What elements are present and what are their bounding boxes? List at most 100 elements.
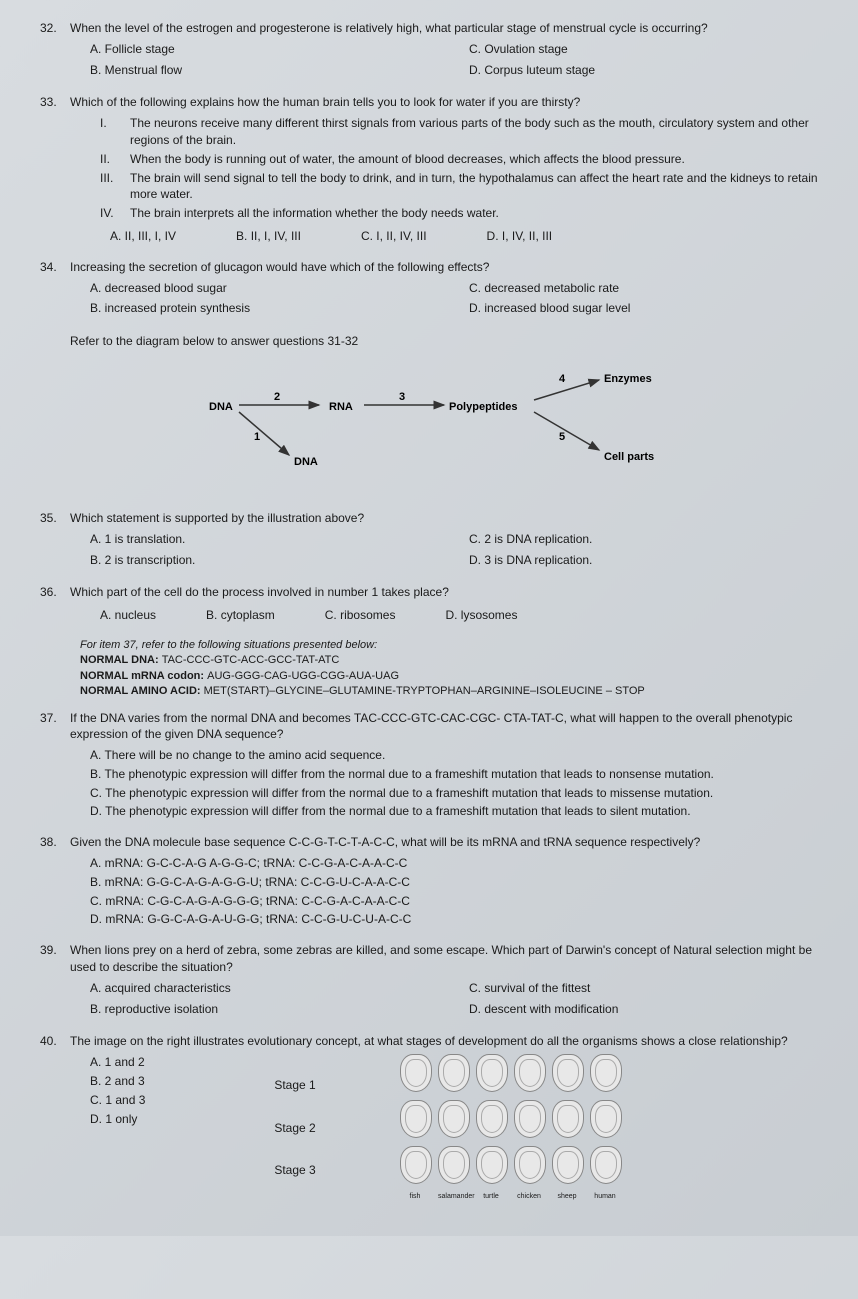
- option-b: B. II, I, IV, III: [236, 228, 301, 245]
- embryo-icon: [514, 1100, 546, 1138]
- embryo-icon: [438, 1146, 470, 1184]
- option-c: C. The phenotypic expression will differ…: [90, 785, 828, 802]
- q-number: 37.: [40, 710, 57, 727]
- species-label: salamander: [438, 1192, 468, 1202]
- embryo-icon: [552, 1054, 584, 1092]
- option-d: D. 3 is DNA replication.: [469, 552, 828, 569]
- arrow-4: 4: [559, 373, 566, 385]
- q-number: 40.: [40, 1033, 57, 1050]
- embryo-icon: [552, 1146, 584, 1184]
- option-a: A. II, III, I, IV: [110, 228, 176, 245]
- normal-dna-val: TAC-CCC-GTC-ACC-GCC-TAT-ATC: [162, 654, 340, 666]
- option-d: D. lysosomes: [445, 607, 517, 624]
- stage-1-label: Stage 1: [274, 1077, 315, 1094]
- option-c: C. decreased metabolic rate: [469, 280, 828, 297]
- poly-label: Polypeptides: [449, 401, 517, 413]
- option-b: B. mRNA: G-G-C-A-G-A-G-G-U; tRNA: C-C-G-…: [90, 874, 828, 891]
- species-label: human: [590, 1192, 620, 1202]
- q-number: 33.: [40, 94, 57, 111]
- q-text: When the level of the estrogen and proge…: [70, 20, 828, 37]
- roman-iii-text: The brain will send signal to tell the b…: [130, 170, 828, 204]
- arrow-2: 2: [274, 391, 280, 403]
- option-a: A. decreased blood sugar: [90, 280, 449, 297]
- option-a: A. mRNA: G-C-C-A-G A-G-G-C; tRNA: C-C-G-…: [90, 855, 828, 872]
- question-34: 34. Increasing the secretion of glucagon…: [30, 259, 828, 319]
- question-35: 35. Which statement is supported by the …: [30, 510, 828, 570]
- option-a: A. Follicle stage: [90, 41, 449, 58]
- species-label: fish: [400, 1192, 430, 1202]
- question-32: 32. When the level of the estrogen and p…: [30, 20, 828, 80]
- question-36: 36. Which part of the cell do the proces…: [30, 584, 828, 624]
- enzymes-label: Enzymes: [604, 373, 652, 385]
- option-c: C. I, II, IV, III: [361, 228, 427, 245]
- question-33: 33. Which of the following explains how …: [30, 94, 828, 244]
- embryo-labels: fish salamander turtle chicken sheep hum…: [400, 1192, 828, 1202]
- roman-iv: IV.: [100, 205, 130, 222]
- option-c: C. mRNA: C-G-C-A-G-A-G-G-G; tRNA: C-C-G-…: [90, 893, 828, 910]
- q-text: If the DNA varies from the normal DNA an…: [70, 710, 828, 744]
- q-text: Which statement is supported by the illu…: [70, 510, 828, 527]
- q-text: The image on the right illustrates evolu…: [70, 1033, 828, 1050]
- option-d: D. 1 only: [90, 1111, 190, 1128]
- species-label: turtle: [476, 1192, 506, 1202]
- biology-diagram: DNA 2 RNA 3 Polypeptides 1 DNA 4 Enzymes…: [179, 370, 679, 490]
- q-text: Which of the following explains how the …: [70, 94, 828, 111]
- option-c: C. Ovulation stage: [469, 41, 828, 58]
- embryo-icon: [400, 1054, 432, 1092]
- option-b: B. 2 is transcription.: [90, 552, 449, 569]
- q-number: 39.: [40, 942, 57, 959]
- embryo-icon: [514, 1146, 546, 1184]
- q-number: 34.: [40, 259, 57, 276]
- q-text: Increasing the secretion of glucagon wou…: [70, 259, 828, 276]
- option-c: C. 2 is DNA replication.: [469, 531, 828, 548]
- item-37-intro: For item 37, refer to the following situ…: [80, 638, 828, 653]
- option-c: C. ribosomes: [325, 607, 396, 624]
- item-37-block: For item 37, refer to the following situ…: [30, 638, 828, 700]
- stage-3-label: Stage 3: [274, 1162, 315, 1179]
- option-a: A. There will be no change to the amino …: [90, 747, 828, 764]
- embryo-icon: [476, 1146, 508, 1184]
- question-39: 39. When lions prey on a herd of zebra, …: [30, 942, 828, 1019]
- refer-text: Refer to the diagram below to answer que…: [30, 333, 828, 350]
- rna-label: RNA: [329, 401, 353, 413]
- arrow-3: 3: [399, 391, 405, 403]
- roman-iv-text: The brain interprets all the information…: [130, 205, 499, 222]
- normal-mrna-val: AUG-GGG-CAG-UGG-CGG-AUA-UAG: [207, 670, 399, 682]
- roman-iii: III.: [100, 170, 130, 204]
- arrow-5: 5: [559, 431, 565, 443]
- option-b: B. increased protein synthesis: [90, 300, 449, 317]
- option-c: C. survival of the fittest: [469, 980, 828, 997]
- option-b: B. The phenotypic expression will differ…: [90, 766, 828, 783]
- embryo-icon: [400, 1146, 432, 1184]
- embryo-row-2: [400, 1100, 828, 1138]
- q-text: Which part of the cell do the process in…: [70, 584, 828, 601]
- embryo-icon: [438, 1054, 470, 1092]
- option-d: D. descent with modification: [469, 1001, 828, 1018]
- q-number: 38.: [40, 834, 57, 851]
- arrow-1: 1: [254, 431, 260, 443]
- dna2-label: DNA: [294, 456, 318, 468]
- embryo-icon: [552, 1100, 584, 1138]
- roman-i: I.: [100, 115, 130, 149]
- cellparts-label: Cell parts: [604, 451, 654, 463]
- option-d: D. I, IV, II, III: [487, 228, 553, 245]
- embryo-icon: [476, 1054, 508, 1092]
- option-d: D. Corpus luteum stage: [469, 62, 828, 79]
- q-number: 36.: [40, 584, 57, 601]
- option-a: A. acquired characteristics: [90, 980, 449, 997]
- embryo-icon: [590, 1100, 622, 1138]
- q-text: Given the DNA molecule base sequence C-C…: [70, 834, 828, 851]
- option-b: B. reproductive isolation: [90, 1001, 449, 1018]
- option-a: A. 1 is translation.: [90, 531, 449, 548]
- embryo-icon: [590, 1054, 622, 1092]
- option-d: D. The phenotypic expression will differ…: [90, 803, 828, 820]
- normal-dna-label: NORMAL DNA:: [80, 654, 162, 666]
- embryo-chart: fish salamander turtle chicken sheep hum…: [400, 1054, 828, 1202]
- species-label: chicken: [514, 1192, 544, 1202]
- option-d: D. mRNA: G-G-C-A-G-A-U-G-G; tRNA: C-C-G-…: [90, 911, 828, 928]
- q-number: 35.: [40, 510, 57, 527]
- option-a: A. 1 and 2: [90, 1054, 190, 1071]
- option-a: A. nucleus: [100, 607, 156, 624]
- dna-label: DNA: [209, 401, 233, 413]
- question-38: 38. Given the DNA molecule base sequence…: [30, 834, 828, 928]
